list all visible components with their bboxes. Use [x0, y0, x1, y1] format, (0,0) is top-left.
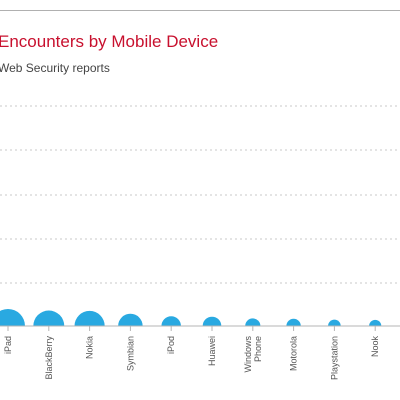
top-divider — [0, 10, 400, 11]
bubble-nook — [369, 319, 382, 326]
x-tick-label-windows-phone: WindowsPhone — [243, 336, 263, 373]
bubble-playstation — [328, 319, 341, 326]
x-tick-label-nokia: Nokia — [85, 336, 95, 359]
x-tick-label-nook: Nook — [370, 336, 380, 358]
x-tick-label-ipod: iPod — [166, 336, 176, 354]
bubble-huawei — [202, 316, 222, 326]
bubble-nokia — [74, 310, 105, 326]
bubble-ipad — [0, 309, 25, 326]
chart-subtitle: Web Security reports — [0, 61, 110, 75]
x-tick-label-motorola: Motorola — [289, 336, 299, 371]
bubble-motorola — [286, 318, 301, 326]
x-tick-label-symbian: Symbian — [125, 336, 135, 371]
bubble-symbian — [118, 313, 143, 326]
x-tick-label-playstation: Playstation — [329, 336, 339, 380]
x-tick-label-blackberry: BlackBerry — [44, 336, 54, 380]
bubble-blackberry — [33, 310, 65, 326]
bubble-windows-phone — [245, 318, 261, 326]
x-tick-label-huawei: Huawei — [207, 336, 217, 366]
chart-title: Encounters by Mobile Device — [0, 32, 219, 51]
bubble-ipod — [161, 316, 181, 326]
x-tick-label-ipad: iPad — [3, 336, 13, 354]
